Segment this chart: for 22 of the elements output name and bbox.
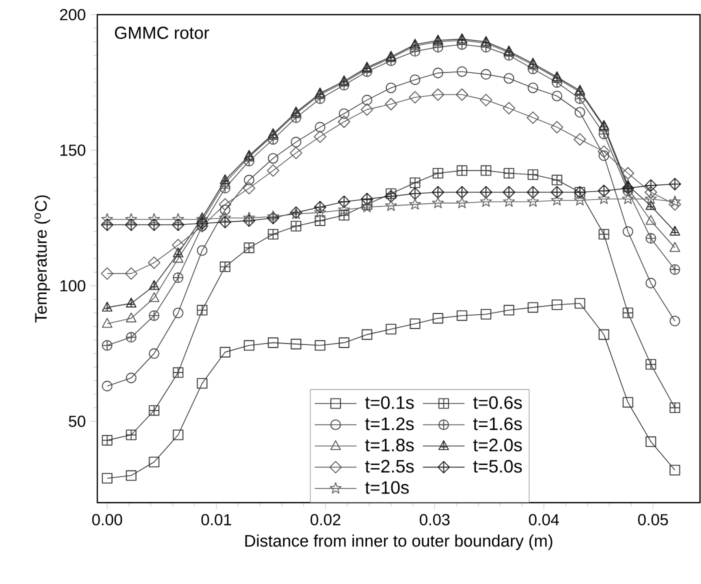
x-tick-label: 0.05 <box>638 514 668 526</box>
x-tick-label: 0.01 <box>201 514 232 526</box>
y-tick-label: 100 <box>60 280 86 292</box>
legend-label: t=2.5s <box>365 460 414 473</box>
legend-label: t=1.2s <box>365 417 414 430</box>
annotation: GMMC rotor <box>114 26 210 39</box>
x-tick-label: 0.04 <box>528 514 559 526</box>
legend-label: t=0.6s <box>473 396 522 409</box>
legend-label: t=0.1s <box>365 396 414 409</box>
x-tick-label: 0.02 <box>310 514 340 526</box>
legend-label: t=1.8s <box>365 438 414 452</box>
x-tick-label: 0.00 <box>92 514 122 526</box>
legend-label: t=5.0s <box>473 460 522 473</box>
y-tick-label: 50 <box>68 416 86 427</box>
legend-label: t=1.6s <box>473 417 522 430</box>
legend-label: t=2.0s <box>473 438 522 452</box>
legend-label: t=10s <box>365 481 409 494</box>
x-tick-label: 0.03 <box>420 514 450 526</box>
y-tick-label: 150 <box>60 144 86 156</box>
y-axis-title: Temperature ($^{o}$C) <box>34 195 50 323</box>
x-axis-title: Distance from inner to outer boundary (m) <box>245 534 552 550</box>
y-tick-label: 200 <box>60 9 86 20</box>
